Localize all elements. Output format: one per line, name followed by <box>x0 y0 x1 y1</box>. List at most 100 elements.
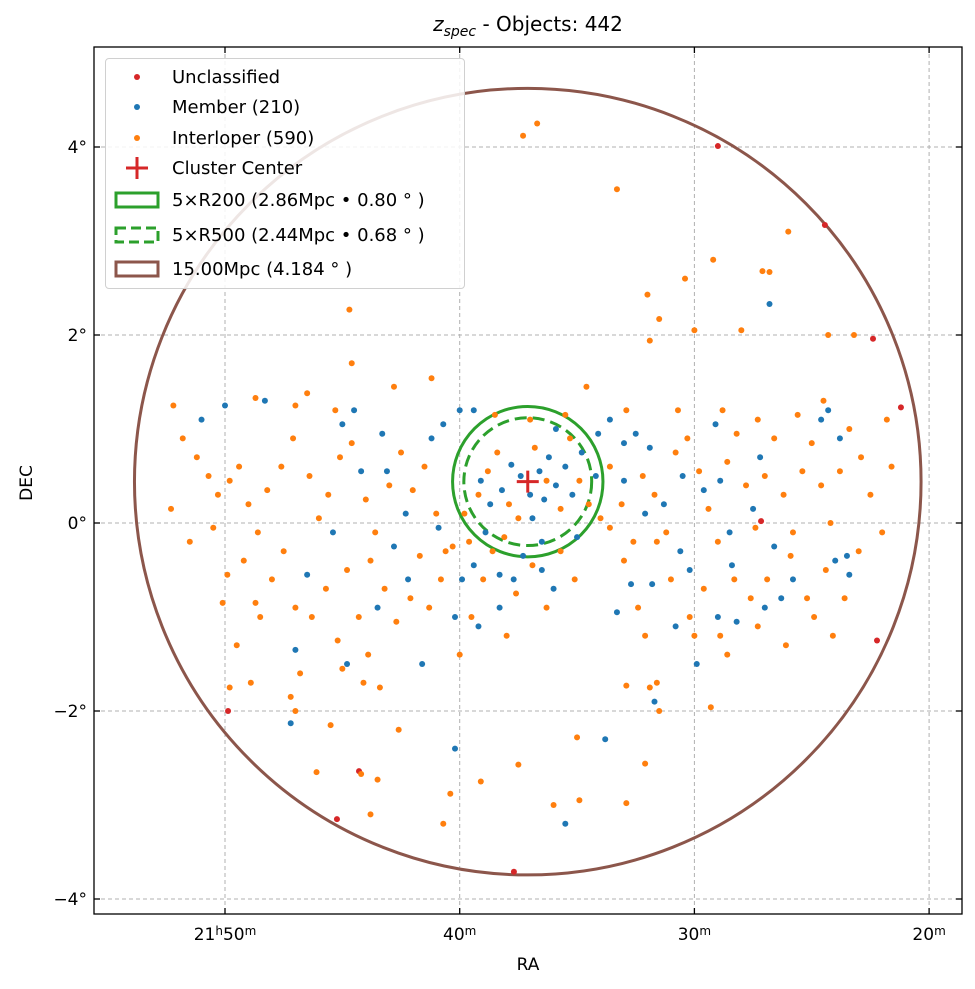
point-interloper <box>646 684 653 691</box>
point-interloper <box>224 571 231 578</box>
point-interloper <box>440 820 447 827</box>
point-member <box>632 430 639 437</box>
point-interloper <box>808 440 815 447</box>
point-interloper <box>475 491 482 498</box>
point-interloper <box>257 614 264 620</box>
point-interloper <box>682 275 689 282</box>
point-interloper <box>846 426 853 432</box>
point-member <box>686 567 693 573</box>
point-member <box>606 416 613 423</box>
circle-15mpc <box>132 86 923 877</box>
legend-item-r200: 5×R200 (2.86Mpc • 0.80 ° ) <box>106 185 425 215</box>
plot-frame <box>93 46 963 915</box>
point-interloper <box>325 491 332 498</box>
point-member <box>552 426 559 432</box>
point-member <box>329 529 336 536</box>
point-member <box>529 515 536 522</box>
point-interloper <box>827 520 834 526</box>
x-tick-label-part: 30 <box>678 925 700 945</box>
point-interloper <box>663 529 670 536</box>
point-interloper <box>447 790 454 797</box>
x-tick-label-part: 40 <box>443 925 465 945</box>
point-member <box>287 720 294 727</box>
point-interloper <box>421 463 428 470</box>
point-interloper <box>308 614 315 620</box>
point-interloper <box>416 552 423 559</box>
point-interloper <box>613 186 620 193</box>
point-interloper <box>527 416 534 423</box>
point-member <box>428 435 435 442</box>
point-interloper <box>381 585 388 592</box>
point-interloper <box>576 477 583 484</box>
circle-r500x5 <box>462 416 594 548</box>
point-member <box>628 581 635 588</box>
point-interloper <box>442 548 449 555</box>
x-tick-label-part: m <box>699 924 711 938</box>
point-interloper <box>252 599 259 606</box>
point-interloper <box>339 665 346 672</box>
point-interloper <box>245 501 252 508</box>
point-interloper <box>334 637 341 644</box>
cluster-center-marker <box>516 470 539 493</box>
point-interloper <box>322 585 329 592</box>
point-interloper <box>264 487 271 494</box>
point-member <box>538 538 545 545</box>
point-interloper <box>491 411 498 418</box>
point-member <box>843 552 850 559</box>
point-interloper <box>355 614 362 620</box>
point-interloper <box>557 505 564 512</box>
point-interloper <box>367 557 374 564</box>
point-interloper <box>344 567 351 573</box>
point-interloper <box>766 269 773 276</box>
point-interloper <box>717 632 724 639</box>
point-interloper <box>691 632 698 639</box>
point-member <box>344 661 351 667</box>
point-interloper <box>461 510 468 517</box>
point-member <box>712 421 719 428</box>
point-interloper <box>623 407 630 414</box>
point-interloper <box>754 416 761 423</box>
point-interloper <box>557 548 564 555</box>
point-interloper <box>367 811 374 818</box>
point-interloper <box>639 473 646 479</box>
legend-item-r500: 5×R500 (2.44Mpc • 0.68 ° ) <box>106 220 425 250</box>
x-tick-label: 20m <box>912 924 945 945</box>
x-tick-label: 30m <box>678 924 711 945</box>
point-member <box>419 661 426 667</box>
point-interloper <box>503 632 510 639</box>
point-interloper <box>226 684 233 691</box>
point-interloper <box>822 567 829 573</box>
legend-item-member: Member (210) <box>106 92 300 122</box>
point-interloper <box>686 614 693 620</box>
legend-item-cluster-center: Cluster Center <box>106 153 302 183</box>
point-interloper <box>738 327 745 334</box>
point-interloper <box>426 604 433 611</box>
point-interloper <box>390 383 397 390</box>
point-member <box>517 473 524 479</box>
point-interloper <box>818 482 825 489</box>
point-member <box>550 585 557 592</box>
x-tick-label: 40m <box>443 924 476 945</box>
point-member <box>700 487 707 494</box>
point-interloper <box>543 477 550 484</box>
point-member <box>452 745 459 752</box>
y-axis-label: DEC <box>17 465 37 501</box>
point-member <box>402 510 409 517</box>
point-unclassified <box>897 404 904 411</box>
point-interloper <box>494 449 501 456</box>
point-interloper <box>782 642 789 649</box>
point-member <box>496 571 503 578</box>
point-interloper <box>466 538 473 545</box>
point-interloper <box>794 411 801 418</box>
point-interloper <box>574 734 581 741</box>
point-member <box>602 736 609 743</box>
point-interloper <box>651 491 658 498</box>
point-interloper <box>888 463 895 470</box>
point-interloper <box>879 529 886 536</box>
point-interloper <box>297 670 304 677</box>
point-unclassified <box>873 637 880 644</box>
point-interloper <box>278 463 285 470</box>
chart-title: zspec - Objects: 442 <box>433 12 623 40</box>
point-interloper <box>254 529 261 536</box>
point-member <box>498 487 505 494</box>
